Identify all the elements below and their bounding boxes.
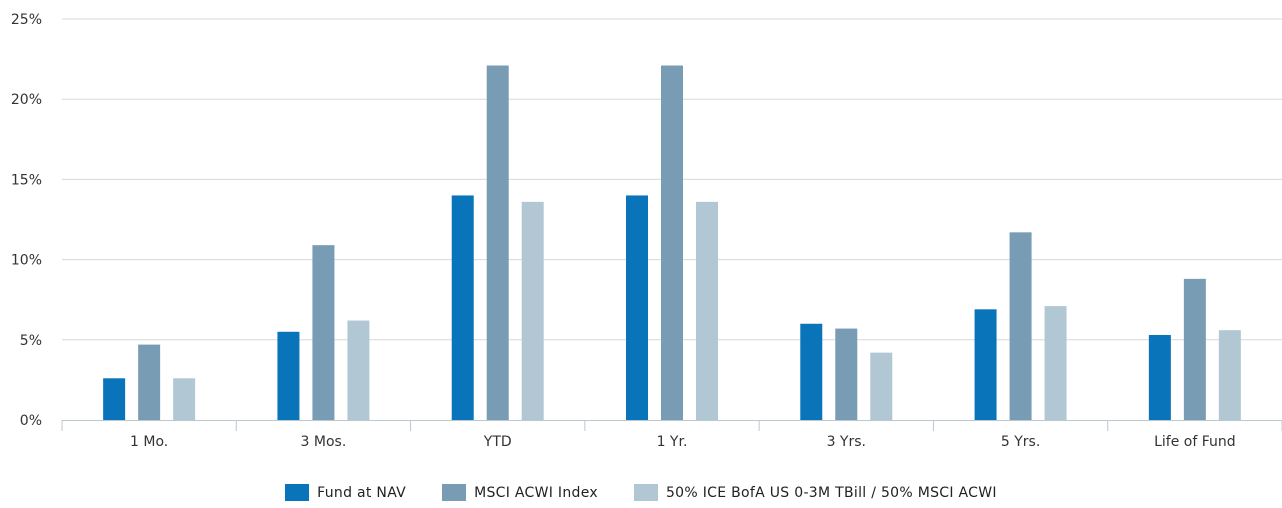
bar (870, 352, 893, 420)
bar (835, 328, 858, 420)
bar (486, 65, 509, 421)
legend-item-blended-benchmark[interactable]: 50% ICE BofA US 0-3M TBill / 50% MSCI AC… (633, 484, 997, 501)
bar (1044, 306, 1067, 420)
bar (138, 344, 161, 420)
legend-swatch (285, 484, 310, 501)
bar (521, 201, 544, 420)
bar (1009, 232, 1032, 420)
bar (1218, 330, 1241, 420)
x-tick-label: Life of Fund (1154, 434, 1236, 450)
bar (626, 195, 648, 420)
x-tick-label: 1 Mo. (130, 434, 168, 450)
legend-item-msci-acwi[interactable]: MSCI ACWI Index (442, 484, 598, 501)
y-tick-label: 25% (11, 12, 42, 28)
y-tick-label: 15% (11, 172, 42, 188)
x-tick-label: YTD (483, 434, 512, 450)
bar (800, 323, 823, 420)
x-tick-label: 1 Yr. (657, 434, 688, 450)
legend-label: MSCI ACWI Index (474, 484, 598, 501)
bar (974, 309, 997, 420)
legend-label: 50% ICE BofA US 0-3M TBill / 50% MSCI AC… (665, 484, 997, 501)
bar (696, 201, 718, 420)
x-tick-label: 3 Yrs. (827, 434, 866, 450)
bar (1183, 278, 1206, 420)
legend-swatch (442, 484, 467, 501)
bar (173, 378, 196, 420)
y-tick-label: 10% (11, 253, 42, 269)
bar (277, 331, 300, 420)
x-tick-label: 5 Yrs. (1001, 434, 1040, 450)
bar (103, 378, 126, 420)
bar (661, 65, 683, 421)
legend-label: Fund at NAV (317, 484, 407, 501)
bar (1148, 334, 1171, 420)
legend: Fund at NAV MSCI ACWI Index 50% ICE BofA… (0, 484, 1282, 501)
y-tick-label: 0% (20, 413, 42, 429)
legend-swatch (633, 484, 658, 501)
bar (347, 320, 370, 420)
y-tick-label: 5% (20, 333, 42, 349)
x-tick-label: 3 Mos. (301, 434, 347, 450)
bar (312, 245, 335, 420)
y-tick-label: 20% (11, 92, 42, 108)
legend-item-fund-at-nav[interactable]: Fund at NAV (285, 484, 406, 501)
bar (451, 195, 474, 420)
